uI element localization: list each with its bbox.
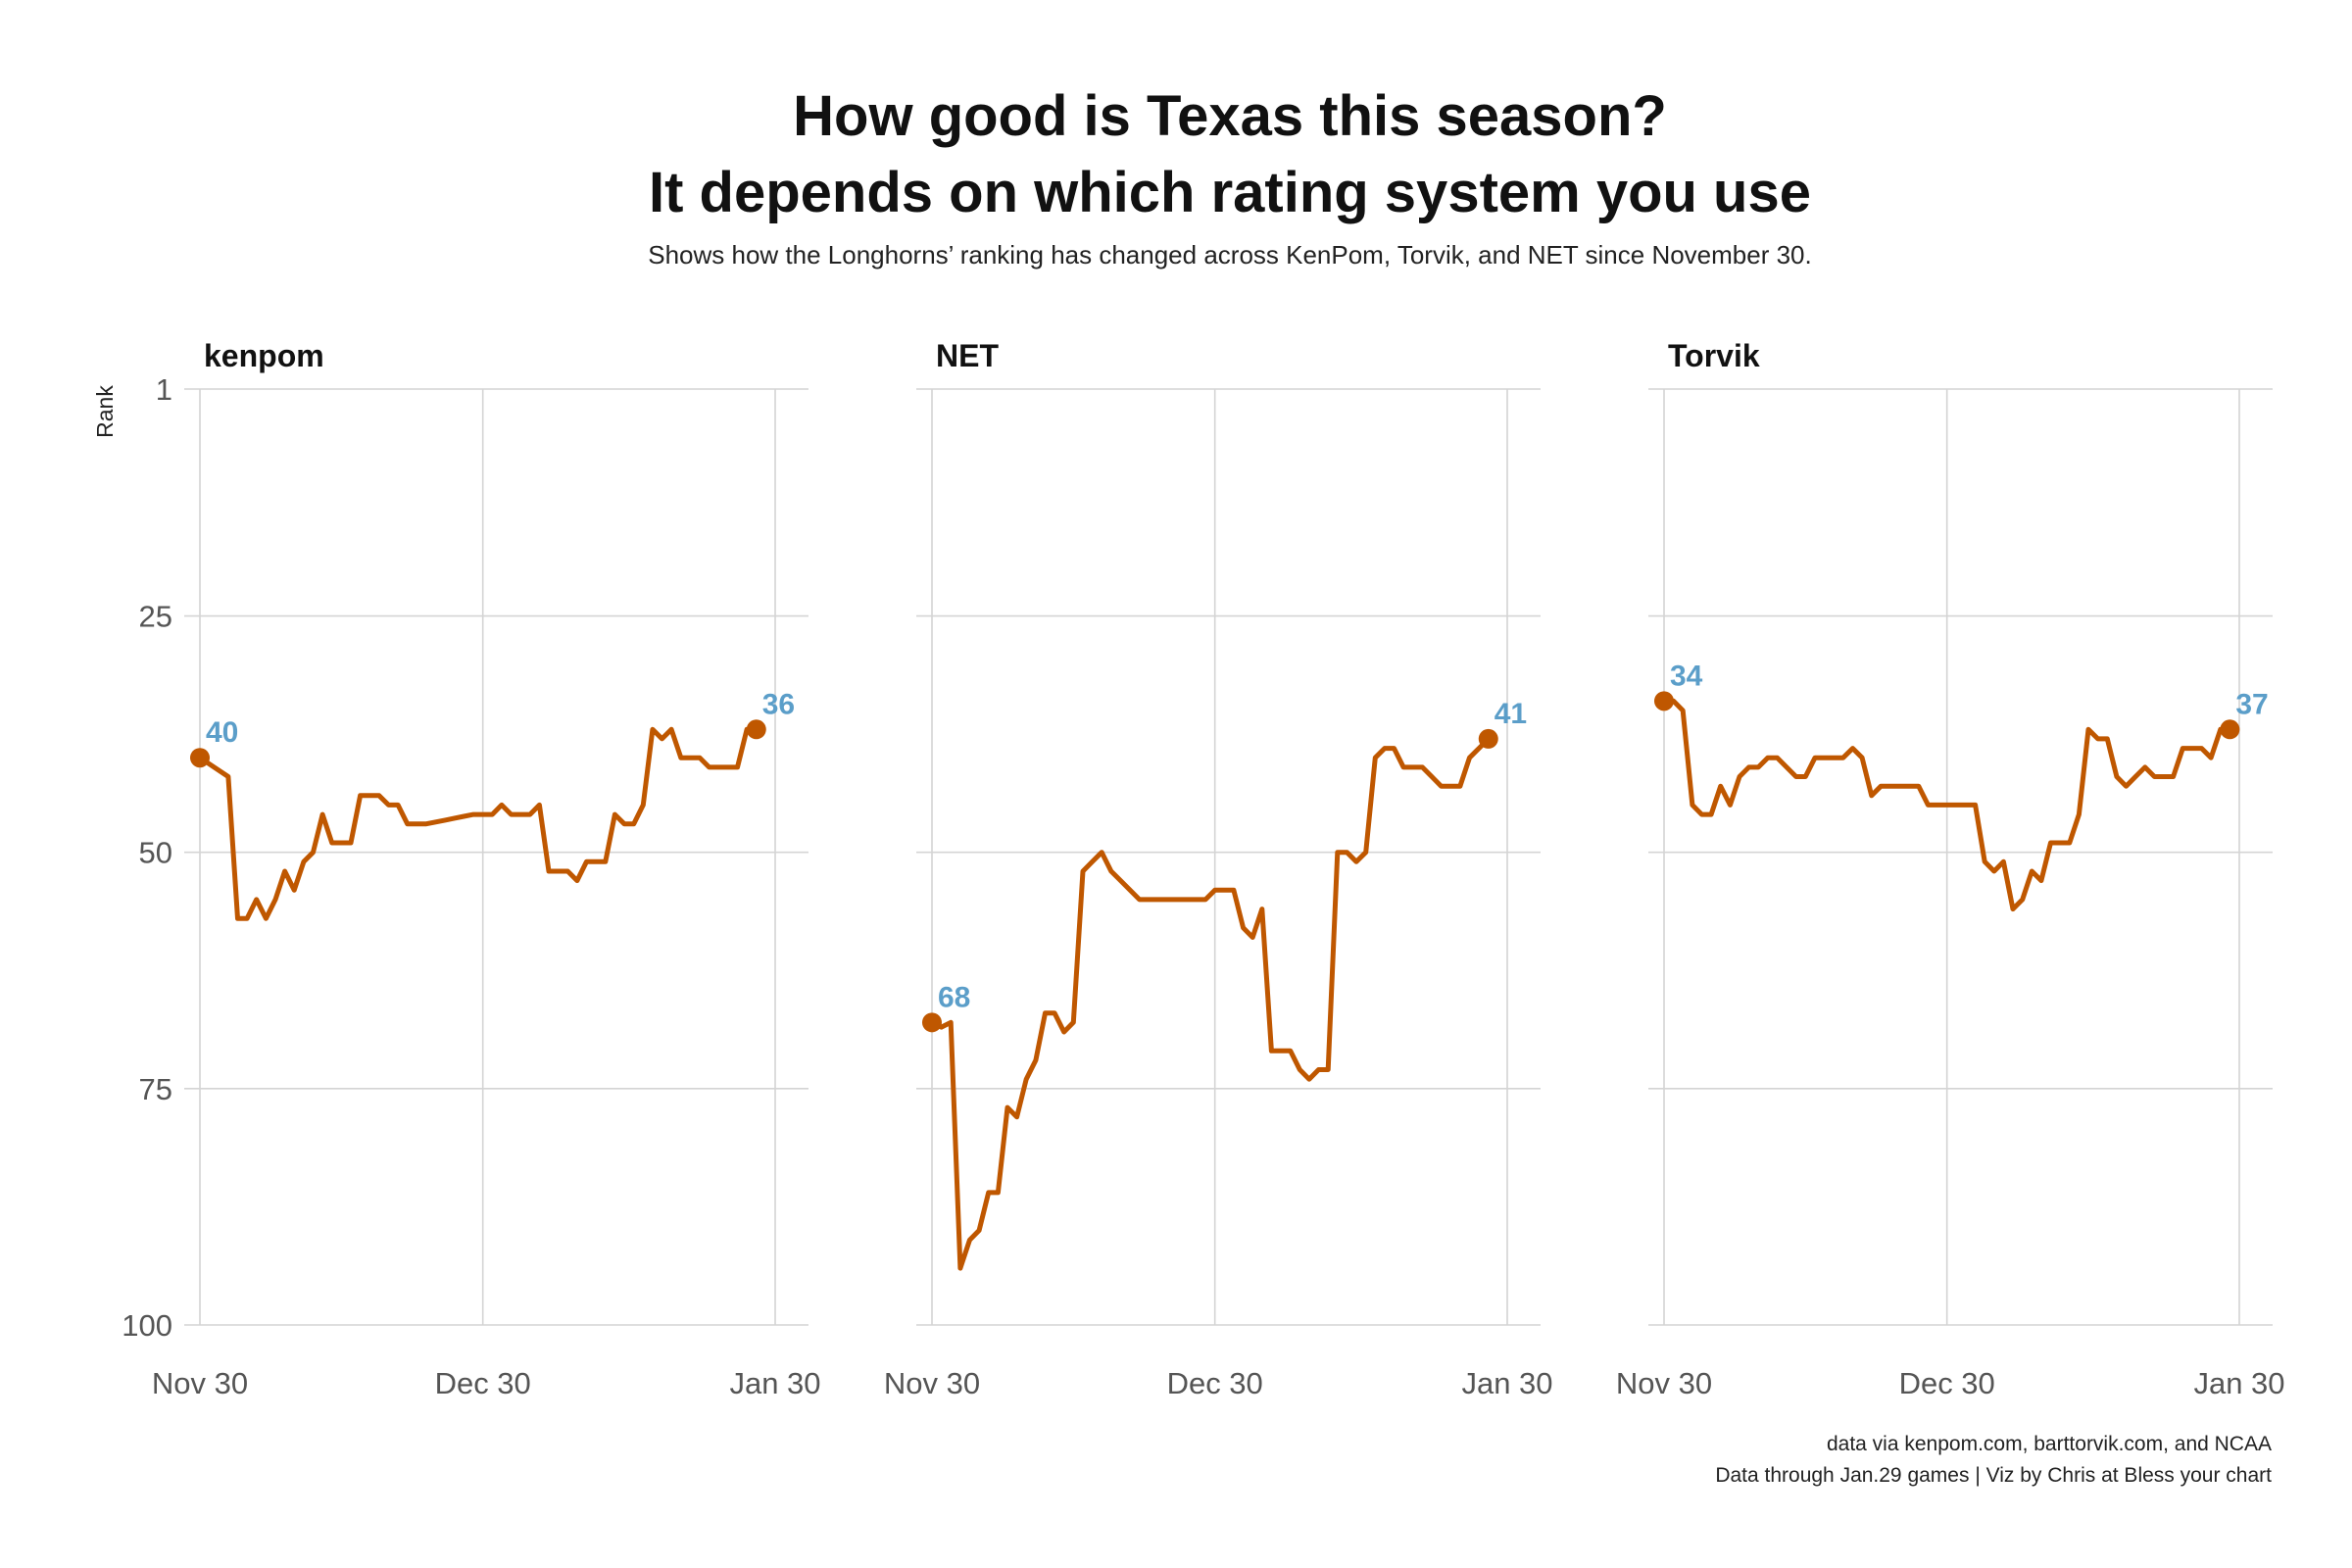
y-axis-label: Rank [92,385,118,438]
x-tick-label: Jan 30 [729,1366,820,1400]
series-line-torvik [1661,698,2232,912]
end-point-label: 36 [762,688,795,720]
y-tick-label: 50 [139,836,172,870]
panel-title: Torvik [1668,338,1760,373]
start-point-label: 40 [206,716,238,749]
panel-title: NET [936,338,999,373]
x-tick-label: Dec 30 [1899,1366,1995,1400]
x-tick-label: Nov 30 [1616,1366,1712,1400]
start-point-label: 68 [938,981,970,1013]
start-point-label: 34 [1670,660,1703,692]
chart-title: How good is Texas this season? It depend… [0,78,2352,231]
chart-title-line-2: It depends on which rating system you us… [649,161,1811,224]
start-point [190,748,210,768]
start-point [1654,691,1674,711]
x-tick-label: Jan 30 [1461,1366,1552,1400]
start-point [922,1012,942,1033]
series-line-kenpom [197,726,760,921]
panel-title: kenpom [204,338,324,373]
y-tick-label: 100 [122,1308,172,1343]
panel-kenpom: 1 25 50 75 100 Nov 30 Dec 30 Jan 30 kenpom 40 36 [122,338,820,1400]
caption-line-2: Data through Jan.29 games | Viz by Chris… [1715,1464,2272,1487]
caption: data via kenpom.com, barttorvik.com, and… [1715,1429,2272,1492]
panel-torvik: Nov 30 Dec 30 Jan 30 Torvik 34 37 [1616,338,2285,1400]
end-point [746,719,766,740]
caption-line-1: data via kenpom.com, barttorvik.com, and… [1826,1433,2272,1455]
panels: 1 25 50 75 100 Nov 30 Dec 30 Jan 30 kenpom 40 36 No… [122,338,2284,1400]
end-point-label: 37 [2235,688,2268,720]
x-tick-label: Dec 30 [1167,1366,1263,1400]
x-tick-label: Nov 30 [152,1366,248,1400]
chart-title-line-1: How good is Texas this season? [793,84,1667,148]
y-tick-label: 25 [139,600,172,634]
x-tick-label: Nov 30 [884,1366,980,1400]
end-point-label: 41 [1494,698,1527,730]
x-tick-label: Dec 30 [435,1366,531,1400]
chart-subtitle: Shows how the Longhorns’ ranking has cha… [648,240,1812,270]
x-tick-label: Jan 30 [2193,1366,2284,1400]
y-tick-label: 1 [156,372,172,407]
series-line-net [929,736,1492,1271]
end-point [1478,728,1498,749]
end-point [2220,719,2240,740]
panel-net: Nov 30 Dec 30 Jan 30 NET 68 41 [884,338,1553,1400]
y-tick-label: 75 [139,1072,172,1106]
